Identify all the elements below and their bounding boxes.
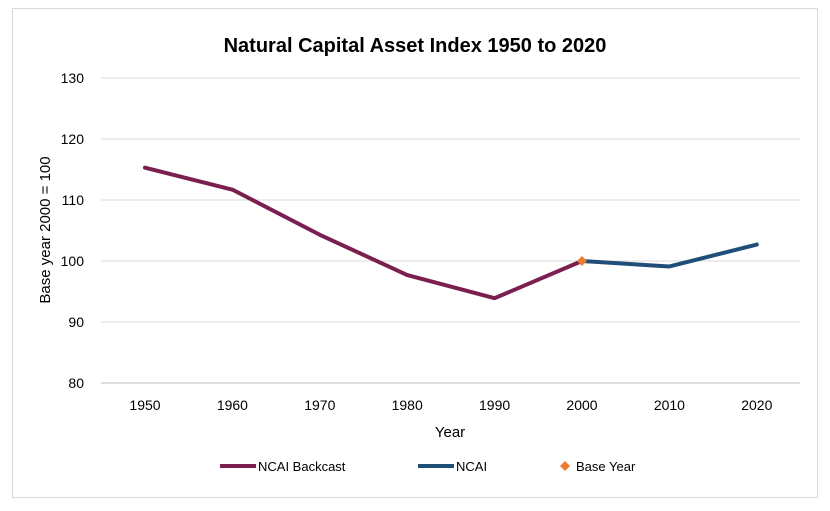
y-tick-label: 110 <box>62 192 85 208</box>
legend: NCAI Backcast NCAI Base Year <box>220 459 636 474</box>
x-tick-label: 1990 <box>479 397 510 413</box>
legend-item: NCAI Backcast <box>220 459 346 474</box>
chart-title: Natural Capital Asset Index 1950 to 2020 <box>224 35 607 57</box>
base-year-marker <box>577 256 587 266</box>
y-tick-label: 80 <box>68 375 84 391</box>
legend-item: NCAI <box>418 459 487 474</box>
x-tick-label: 2000 <box>566 397 597 413</box>
x-tick-label: 1960 <box>217 397 248 413</box>
y-tick-label: 90 <box>68 314 84 330</box>
legend-label: NCAI <box>456 459 487 474</box>
x-tick-label: 1950 <box>129 397 160 413</box>
y-tick-label: 120 <box>61 131 85 147</box>
x-tick-label: 1980 <box>392 397 423 413</box>
x-axis-label: Year <box>435 424 465 441</box>
legend-label: Base Year <box>576 459 636 474</box>
y-axis-label: Base year 2000 = 100 <box>37 156 54 303</box>
legend-label: NCAI Backcast <box>258 459 346 474</box>
y-tick-label: 130 <box>61 70 85 86</box>
series-line-ncai <box>580 242 759 269</box>
series-lines <box>143 165 759 301</box>
x-tick-label: 2020 <box>741 397 772 413</box>
x-tick-label: 1970 <box>304 397 335 413</box>
x-tick-label: 2010 <box>654 397 685 413</box>
series-line-ncai-backcast <box>143 165 584 301</box>
y-tick-label: 100 <box>61 253 85 269</box>
x-tick-labels: 1950 1960 1970 1980 1990 2000 2010 2020 <box>129 397 772 413</box>
chart-frame <box>12 8 818 498</box>
legend-marker <box>560 461 570 471</box>
legend-item: Base Year <box>560 459 636 474</box>
y-tick-labels: 80 90 100 110 120 130 <box>61 70 85 391</box>
